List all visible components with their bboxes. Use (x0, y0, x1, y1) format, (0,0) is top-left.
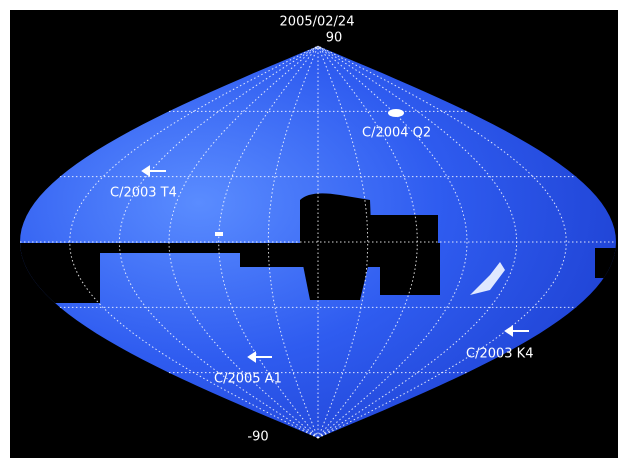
gap (100, 243, 240, 253)
comet-label: C/2003 T4 (110, 186, 177, 201)
lat-label-top: 90 (326, 31, 343, 46)
sky-map: 2005/02/24 90 -90 C/2004 Q2 C/2003 T4 C/… (0, 0, 628, 468)
gap (380, 265, 440, 295)
date: 2005/02/24 (280, 15, 355, 30)
comet-label: C/2005 A1 (214, 372, 282, 387)
lat-label-bottom: -90 (247, 430, 268, 445)
gap (240, 243, 440, 267)
comet-head (388, 109, 404, 117)
gap (370, 215, 438, 243)
comet-label: C/2003 K4 (466, 347, 533, 362)
comet-label: C/2004 Q2 (362, 126, 431, 141)
